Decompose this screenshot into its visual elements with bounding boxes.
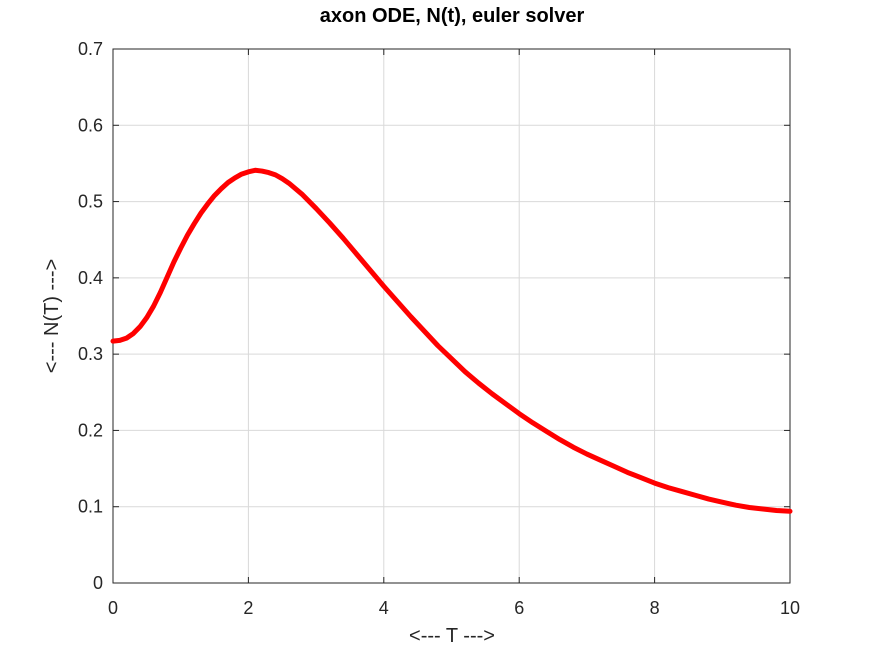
x-tick-label: 0 — [108, 598, 118, 618]
x-tick-label: 4 — [379, 598, 389, 618]
x-axis-label: <--- T ---> — [409, 625, 495, 647]
chart-title: axon ODE, N(t), euler solver — [320, 5, 585, 27]
y-tick-label: 0.3 — [78, 344, 103, 364]
y-tick-label: 0 — [93, 573, 103, 593]
y-tick-label: 0.5 — [78, 192, 103, 212]
x-tick-label: 10 — [780, 598, 800, 618]
y-tick-label: 0.2 — [78, 420, 103, 440]
grid — [113, 49, 790, 583]
tick-marks — [112, 48, 791, 584]
y-tick-label: 0.1 — [78, 497, 103, 517]
series-line-0 — [110, 167, 793, 514]
y-axis-label: <--- N(T) ---> — [41, 259, 63, 373]
series-layer — [110, 167, 793, 514]
y-tick-label: 0.6 — [78, 115, 103, 135]
x-tick-label: 2 — [243, 598, 253, 618]
y-tick-label: 0.4 — [78, 268, 103, 288]
x-tick-label: 8 — [650, 598, 660, 618]
x-tick-label: 6 — [514, 598, 524, 618]
x-tick-labels: 0 2 4 6 8 10 — [108, 598, 800, 618]
y-tick-labels: 0 0.1 0.2 0.3 0.4 0.5 0.6 0.7 — [78, 39, 103, 593]
y-tick-label: 0.7 — [78, 39, 103, 59]
plot-area — [112, 48, 791, 584]
